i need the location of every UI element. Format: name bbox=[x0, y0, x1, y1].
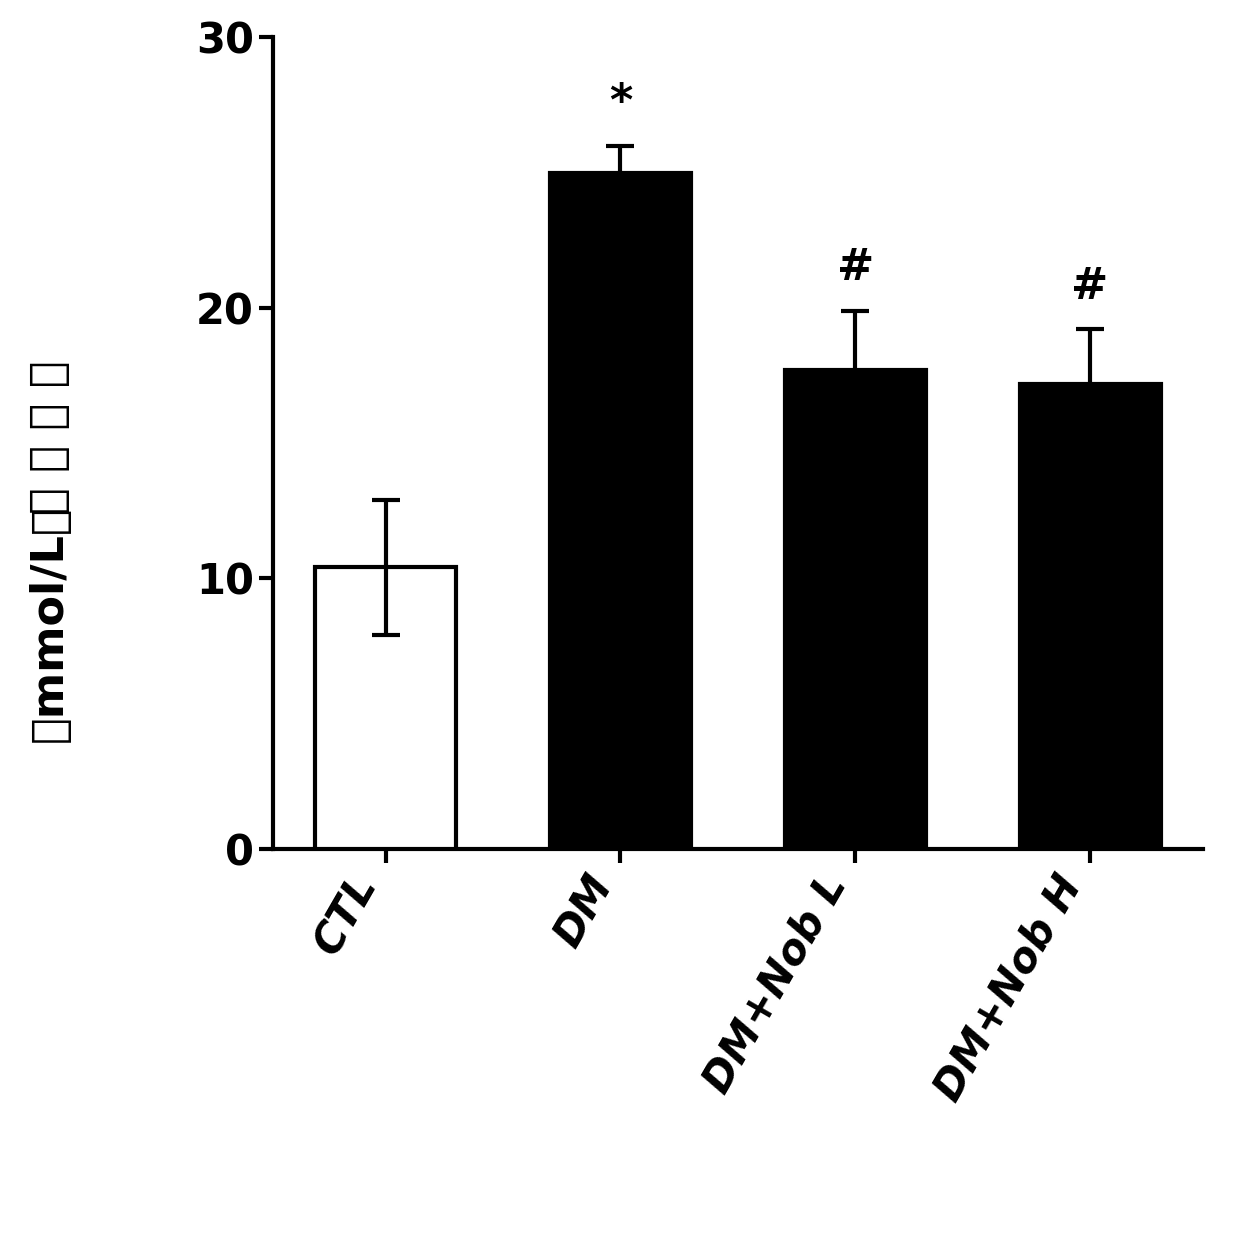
Text: 随 机 血 糖: 随 机 血 糖 bbox=[29, 361, 71, 513]
Text: #: # bbox=[837, 246, 874, 290]
Text: （mmol/L）: （mmol/L） bbox=[29, 505, 71, 743]
Bar bbox=[785, 371, 926, 849]
Text: #: # bbox=[1071, 265, 1109, 308]
Bar bbox=[549, 172, 691, 849]
Text: *: * bbox=[609, 81, 632, 124]
Bar bbox=[1019, 383, 1161, 849]
Bar bbox=[315, 568, 456, 849]
